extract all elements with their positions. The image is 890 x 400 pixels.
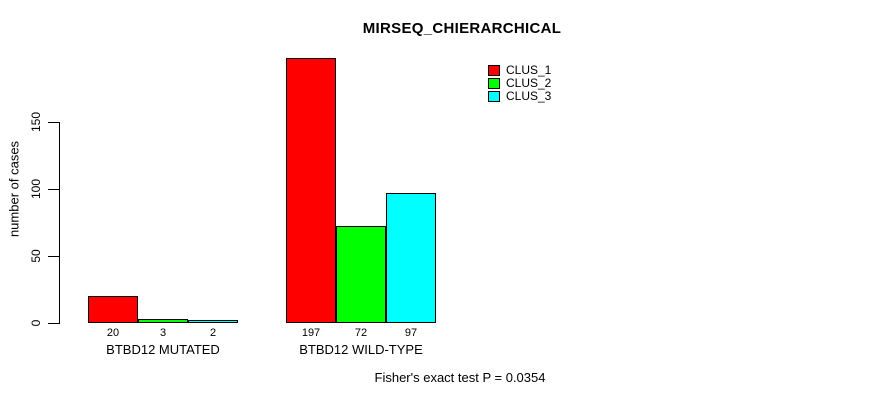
chart-title: MIRSEQ_CHIERARCHICAL bbox=[362, 20, 562, 37]
bar-value-label: 97 bbox=[404, 327, 418, 339]
y-axis-tick-label: 100 bbox=[29, 178, 43, 199]
legend-item: CLUS_2 bbox=[488, 76, 552, 90]
legend-label: CLUS_3 bbox=[506, 89, 552, 103]
bar-value-label: 2 bbox=[209, 327, 217, 339]
x-category-label: BTBD12 WILD-TYPE bbox=[299, 342, 423, 357]
bar-value-label: 3 bbox=[159, 327, 167, 339]
bar-clus-3-btbd12-mutated bbox=[188, 320, 238, 323]
y-axis-tick-label: 0 bbox=[29, 319, 43, 327]
bar-clus-2-btbd12-mutated bbox=[138, 319, 188, 323]
legend-swatch-clus-1 bbox=[488, 65, 500, 76]
x-category-label: BTBD12 MUTATED bbox=[106, 342, 220, 357]
legend-item: CLUS_3 bbox=[488, 89, 552, 103]
y-axis-tick bbox=[48, 121, 60, 123]
fisher-test-annotation: Fisher's exact test P = 0.0354 bbox=[374, 370, 546, 385]
bar-clus-2-btbd12-wild-type bbox=[336, 226, 386, 323]
bar-clus-3-btbd12-wild-type bbox=[386, 193, 436, 323]
legend-label: CLUS_2 bbox=[506, 76, 552, 90]
y-axis-tick-label: 50 bbox=[29, 249, 43, 263]
legend-swatch-clus-2 bbox=[488, 78, 500, 89]
legend-swatch-clus-3 bbox=[488, 91, 500, 102]
legend: CLUS_1 CLUS_2 CLUS_3 bbox=[488, 63, 552, 104]
bar-value-label: 20 bbox=[106, 327, 120, 339]
y-axis-tick bbox=[48, 188, 60, 190]
y-axis-tick-label: 150 bbox=[29, 111, 43, 132]
bar-clus-1-btbd12-mutated bbox=[88, 296, 138, 323]
y-axis-label: number of cases bbox=[6, 140, 22, 238]
y-axis-line bbox=[59, 121, 60, 324]
legend-item: CLUS_1 bbox=[488, 63, 552, 77]
y-axis-tick bbox=[48, 255, 60, 257]
bar-value-label: 72 bbox=[354, 327, 368, 339]
legend-label: CLUS_1 bbox=[506, 63, 552, 77]
y-axis-tick bbox=[48, 323, 60, 324]
bar-clus-1-btbd12-wild-type bbox=[286, 58, 336, 323]
bar-value-label: 197 bbox=[301, 327, 321, 339]
